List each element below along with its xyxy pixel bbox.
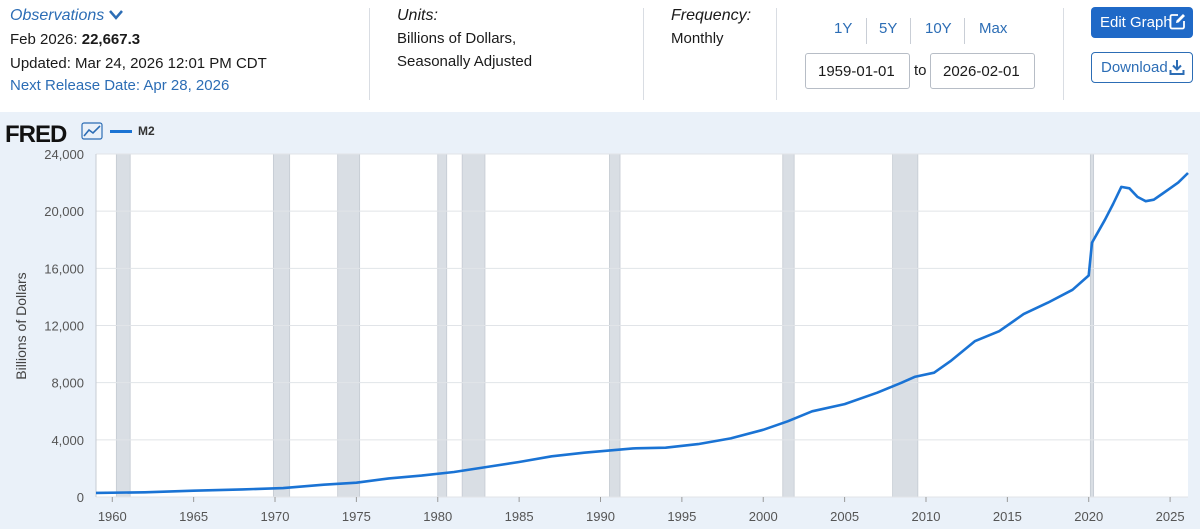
range-divider [910,18,911,44]
range-10y-button[interactable]: 10Y [925,20,952,37]
x-tick-label: 2005 [830,509,859,524]
edit-icon [1169,14,1185,30]
x-tick-label: 1965 [179,509,208,524]
range-1y-button[interactable]: 1Y [834,20,853,37]
edit-graph-button[interactable]: Edit Graph [1091,7,1193,38]
latest-observation-date: Feb 2026: [10,31,78,48]
series-line-m2 [95,172,1189,495]
range-5y-button[interactable]: 5Y [879,20,898,37]
units-heading: Units: [397,7,438,24]
y-tick-label: 24,000 [44,147,84,162]
y-tick-label: 12,000 [44,319,84,334]
chart-legend: M2 [110,124,155,138]
x-tick-label: 1980 [423,509,452,524]
x-tick-label: 2015 [993,509,1022,524]
y-tick-label: 8,000 [51,376,84,391]
header-bar: Observations Feb 2026: 22,667.3 Updated:… [0,0,1200,110]
x-tick-label: 1985 [505,509,534,524]
frequency-value: Monthly [671,30,724,47]
end-date-input[interactable] [930,53,1035,89]
latest-observation: Feb 2026: 22,667.3 [10,31,140,48]
units-line-2: Seasonally Adjusted [397,53,533,70]
range-max-button[interactable]: Max [979,20,1008,37]
x-tick-label: 1990 [586,509,615,524]
fred-chart-logo-icon [81,122,103,140]
x-tick-label: 2010 [912,509,941,524]
header-divider [1063,8,1064,100]
chevron-down-icon[interactable] [108,9,124,21]
frequency-heading: Frequency: [671,7,752,24]
x-tick-label: 1970 [261,509,290,524]
y-tick-label: 4,000 [51,433,84,448]
line-chart[interactable]: 0 4,000 8,000 12,000 16,000 20,000 24,000 1960 1… [0,112,1200,529]
legend-series-name: M2 [138,124,155,138]
observations-link[interactable]: Observations [10,7,105,24]
y-tick-label: 0 [77,490,84,505]
x-tick-label: 1960 [98,509,127,524]
fred-logo: FRED [5,121,67,148]
range-divider [866,18,867,44]
download-button[interactable]: Download [1091,52,1193,83]
header-divider [643,8,644,100]
updated-timestamp: Updated: Mar 24, 2026 12:01 PM CDT [10,55,267,72]
legend-swatch [110,129,132,133]
header-divider [369,8,370,100]
download-label: Download [1101,59,1168,76]
x-tick-label: 1995 [667,509,696,524]
download-icon [1169,60,1185,75]
y-tick-label: 16,000 [44,261,84,276]
date-range-to-label: to [914,62,927,79]
range-divider [964,18,965,44]
x-tick-label: 2000 [749,509,778,524]
y-tick-label: 20,000 [44,204,84,219]
header-divider [776,8,777,100]
edit-graph-label: Edit Graph [1100,14,1172,31]
x-tick-label: 1975 [342,509,371,524]
latest-observation-value: 22,667.3 [81,31,141,48]
x-tick-label: 2020 [1074,509,1103,524]
start-date-input[interactable] [805,53,910,89]
next-release-date: Next Release Date: Apr 28, 2026 [10,77,230,94]
x-tick-label: 2025 [1156,509,1185,524]
units-line-1: Billions of Dollars, [397,30,517,47]
